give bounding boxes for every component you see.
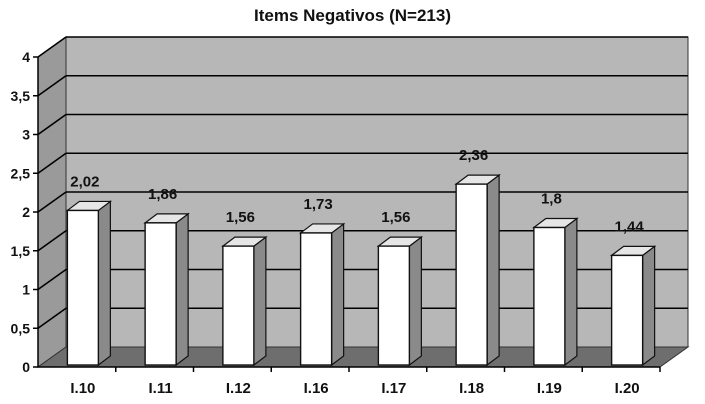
bar-side [486, 173, 500, 367]
chart-floor [36, 346, 690, 368]
bar-side [175, 212, 189, 367]
gridline-side [37, 307, 67, 329]
x-tick-label: I.16 [304, 380, 329, 397]
data-label: 1,56 [226, 209, 255, 226]
bar [377, 245, 411, 366]
bar [66, 209, 100, 366]
chart-title: Items Negativos (N=213) [254, 6, 451, 25]
gridline-side [37, 75, 67, 97]
y-tick-label: 1 [22, 282, 30, 298]
y-tick-label: 2,5 [11, 165, 31, 181]
gridline-side [37, 230, 67, 252]
gridline-side [37, 268, 67, 291]
y-tick-label: 2 [22, 204, 30, 220]
bar-side [408, 235, 422, 367]
data-label: 1,8 [541, 191, 562, 208]
bar-side [253, 235, 267, 367]
data-label: 1,44 [615, 218, 645, 235]
data-label: 1,73 [304, 196, 333, 213]
x-tick-label: I.11 [149, 380, 173, 397]
data-label: 1,56 [381, 209, 410, 226]
data-label: 1,86 [148, 186, 177, 203]
x-tick-label: I.19 [537, 380, 562, 397]
data-label: 2,02 [70, 173, 99, 190]
data-label: 2,36 [459, 147, 488, 164]
chart-plot-area: 0 0,5 1 1,5 2 2,5 3 3,5 4 2,02 I.10 1,86 I.11 1,56 I.1… [11, 36, 690, 397]
gridline-side [37, 113, 67, 136]
bar [610, 254, 644, 366]
gridline-side [37, 152, 67, 174]
x-tick-label: I.18 [459, 380, 484, 397]
y-tick-label: 3,5 [11, 88, 31, 104]
y-tick-label: 1,5 [11, 243, 31, 259]
bar-side [331, 222, 345, 367]
bar [299, 232, 333, 366]
y-tick-label: 0 [22, 359, 30, 375]
y-tick-label: 4 [22, 49, 30, 65]
x-tick-label: I.20 [615, 380, 640, 397]
bar [222, 245, 255, 366]
y-tick-label: 0,5 [11, 320, 31, 336]
x-tick-label: I.12 [226, 380, 251, 397]
x-tick-label: I.10 [70, 380, 95, 397]
gridline-side [37, 36, 67, 58]
bar [533, 226, 566, 366]
bar-side [642, 245, 656, 367]
bar [455, 183, 488, 366]
x-tick-label: I.17 [381, 380, 406, 397]
y-tick-label: 3 [22, 127, 30, 143]
bar-side [97, 200, 111, 367]
gridline-side [37, 191, 67, 213]
bar-side [564, 217, 578, 367]
bar [144, 222, 177, 366]
